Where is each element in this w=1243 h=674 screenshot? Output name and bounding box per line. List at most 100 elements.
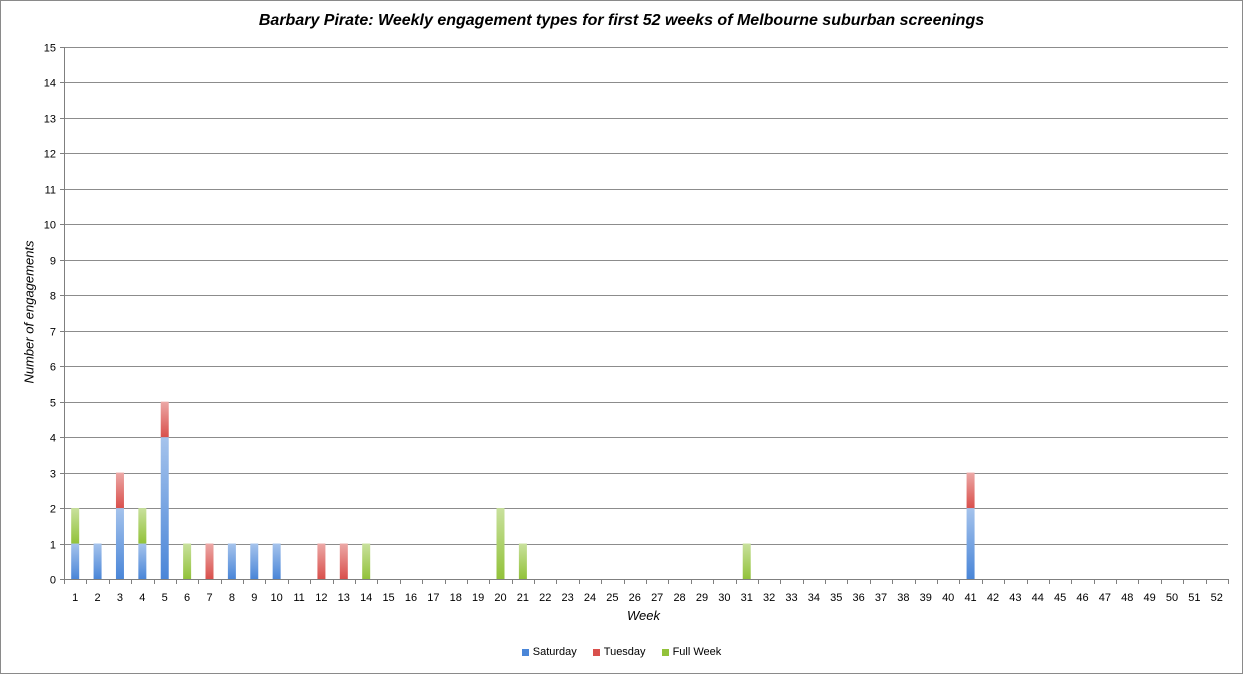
bar-tuesday <box>205 543 214 579</box>
bar-full-week <box>71 508 80 544</box>
x-tick-label: 14 <box>360 592 372 604</box>
x-tick-label: 36 <box>853 592 865 604</box>
x-tick-label: 47 <box>1099 592 1111 604</box>
y-tick-label: 4 <box>50 433 56 445</box>
x-tick-label: 52 <box>1211 592 1223 604</box>
bar-tuesday <box>115 472 124 509</box>
x-tick-label: 18 <box>450 592 462 604</box>
y-tick-label: 6 <box>50 362 56 374</box>
y-tick-label: 11 <box>45 185 56 197</box>
y-tick-label: 13 <box>44 114 56 126</box>
x-tick-label: 48 <box>1121 592 1133 604</box>
legend-label: Full Week <box>672 646 722 658</box>
x-tick-label: 20 <box>494 592 506 604</box>
x-tick-label: 6 <box>184 592 190 604</box>
x-tick-label: 51 <box>1188 592 1200 604</box>
bar-saturday <box>966 508 975 579</box>
y-tick-label: 10 <box>44 220 56 232</box>
x-tick-label: 13 <box>338 592 350 604</box>
y-tick-label: 12 <box>44 149 56 161</box>
x-tick-label: 32 <box>763 592 775 604</box>
x-tick-label: 12 <box>315 592 327 604</box>
x-tick-label: 39 <box>920 592 932 604</box>
bar-saturday <box>138 543 147 579</box>
x-tick-label: 9 <box>251 592 257 604</box>
x-tick-label: 33 <box>785 592 797 604</box>
bar-tuesday <box>317 543 326 579</box>
y-tick-label: 14 <box>44 78 56 90</box>
bar-tuesday <box>339 543 348 579</box>
x-tick-label: 7 <box>206 592 212 604</box>
bar-saturday <box>272 543 281 579</box>
x-tick-label: 3 <box>117 592 123 604</box>
bar-full-week <box>362 543 371 579</box>
bar-full-week <box>183 543 192 579</box>
x-tick-label: 34 <box>808 592 820 604</box>
legend-item: Tuesday <box>592 646 646 658</box>
y-tick-label: 8 <box>50 291 56 303</box>
bar-full-week <box>742 543 751 579</box>
x-tick-label: 46 <box>1076 592 1088 604</box>
x-tick-label: 37 <box>875 592 887 604</box>
x-tick-label: 29 <box>696 592 708 604</box>
x-tick-label: 1 <box>72 592 78 604</box>
legend-swatch <box>661 648 669 656</box>
bar-saturday <box>115 508 124 579</box>
x-tick-label: 22 <box>539 592 551 604</box>
chart-title: Barbary Pirate: Weekly engagement types … <box>258 12 985 29</box>
y-tick-label: 2 <box>50 504 56 516</box>
x-tick-label: 10 <box>271 592 283 604</box>
x-tick-label: 2 <box>95 592 101 604</box>
legend-label: Tuesday <box>603 646 646 658</box>
x-tick-label: 28 <box>673 592 685 604</box>
y-tick-label: 9 <box>50 256 56 268</box>
x-tick-label: 17 <box>427 592 439 604</box>
legend-label: Saturday <box>532 646 577 658</box>
x-tick-label: 44 <box>1032 592 1044 604</box>
bar-tuesday <box>160 401 169 438</box>
x-tick-label: 8 <box>229 592 235 604</box>
x-tick-label: 30 <box>718 592 730 604</box>
bar-tuesday <box>966 472 975 509</box>
y-tick-label: 7 <box>50 327 56 339</box>
x-tick-label: 41 <box>964 592 976 604</box>
legend: Saturday Tuesday Full Week <box>0 646 1243 658</box>
bar-saturday <box>160 437 169 579</box>
y-tick-label: 3 <box>50 469 56 481</box>
bar-saturday <box>93 543 102 579</box>
y-tick-label: 15 <box>44 43 56 55</box>
x-tick-label: 23 <box>562 592 574 604</box>
x-tick-label: 16 <box>405 592 417 604</box>
x-tick-label: 42 <box>987 592 999 604</box>
x-tick-label: 24 <box>584 592 596 604</box>
x-tick-label: 21 <box>517 592 529 604</box>
x-tick-label: 15 <box>382 592 394 604</box>
bar-full-week <box>138 508 147 544</box>
bar-full-week <box>518 543 527 579</box>
x-tick-label: 31 <box>741 592 753 604</box>
x-tick-label: 4 <box>139 592 145 604</box>
legend-item: Saturday <box>521 646 577 658</box>
legend-swatch <box>592 648 600 656</box>
x-tick-label: 27 <box>651 592 663 604</box>
x-tick-label: 26 <box>629 592 641 604</box>
x-tick-label: 38 <box>897 592 909 604</box>
x-axis-label: Week <box>627 608 660 623</box>
y-tick-label: 1 <box>50 540 56 552</box>
bar-saturday <box>250 543 259 579</box>
x-tick-label: 45 <box>1054 592 1066 604</box>
x-tick-label: 49 <box>1144 592 1156 604</box>
x-tick-label: 35 <box>830 592 842 604</box>
bar-saturday <box>227 543 236 579</box>
x-tick-label: 11 <box>293 592 304 604</box>
bar-saturday <box>71 543 80 579</box>
bar-full-week <box>496 508 505 579</box>
x-tick-label: 5 <box>162 592 168 604</box>
x-tick-label: 19 <box>472 592 484 604</box>
y-tick-label: 0 <box>50 575 56 587</box>
legend-item: Full Week <box>661 646 722 658</box>
x-tick-label: 25 <box>606 592 618 604</box>
x-tick-label: 40 <box>942 592 954 604</box>
y-tick-label: 5 <box>50 398 56 410</box>
